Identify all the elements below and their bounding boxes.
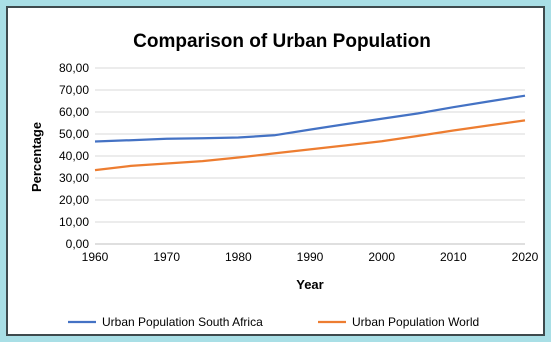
y-axis-label: Percentage	[29, 122, 44, 192]
x-tick-label: 1960	[82, 250, 109, 264]
legend: Urban Population South Africa Urban Popul…	[68, 315, 479, 329]
x-tick-label: 2010	[440, 250, 467, 264]
y-axis-ticks: 0,00 10,00 20,00 30,00 40,00 50,00 60,00 70,00 8…	[59, 61, 89, 251]
x-tick-label: 2020	[512, 250, 539, 264]
chart-title: Comparison of Urban Population	[133, 31, 431, 52]
y-tick-label: 30,00	[59, 171, 89, 185]
series-line-1	[94, 94, 526, 143]
y-tick-label: 20,00	[59, 193, 89, 207]
y-tick-label: 70,00	[59, 83, 89, 97]
series-line-2	[94, 119, 526, 172]
x-axis-label: Year	[296, 277, 323, 292]
y-tick-label: 50,00	[59, 127, 89, 141]
y-tick-label: 80,00	[59, 61, 89, 75]
legend-label: Urban Population World	[352, 315, 479, 329]
x-axis-ticks: 1960 1970 1980 1990 2000 2010 2020	[82, 250, 539, 264]
y-tick-label: 40,00	[59, 149, 89, 163]
legend-label: Urban Population South Africa	[102, 315, 263, 329]
x-tick-label: 1990	[297, 250, 324, 264]
y-tick-label: 60,00	[59, 105, 89, 119]
series-lines	[94, 94, 526, 172]
x-tick-label: 2000	[368, 250, 395, 264]
y-tick-label: 0,00	[66, 237, 90, 251]
gridlines	[95, 67, 525, 223]
x-tick-label: 1980	[225, 250, 252, 264]
x-tick-label: 1970	[153, 250, 180, 264]
y-tick-label: 10,00	[59, 215, 89, 229]
